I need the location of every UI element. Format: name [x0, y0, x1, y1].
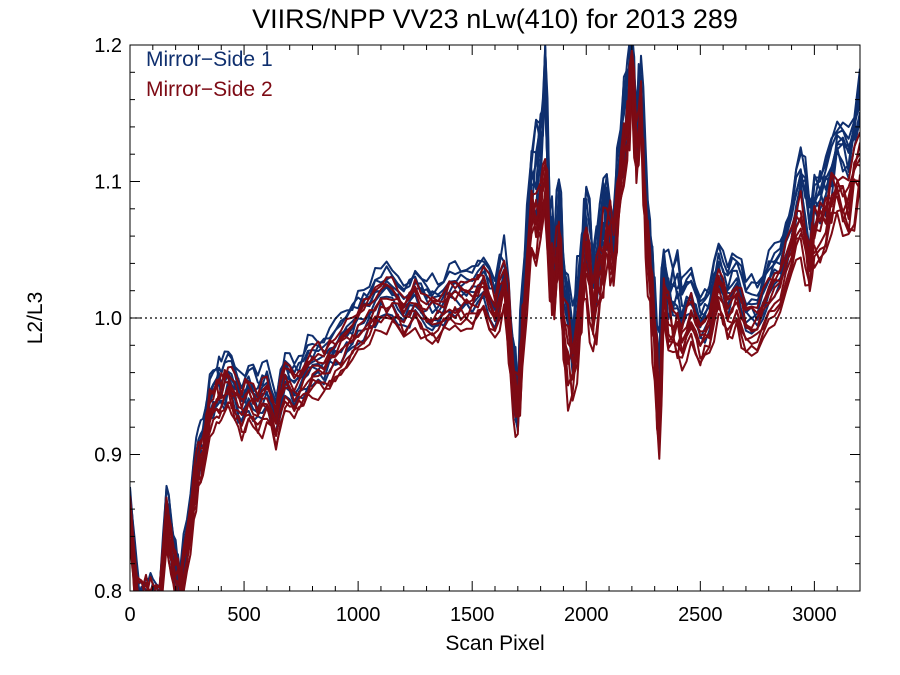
axis-tick-labels: 0 500 1000 1500 2000 2500 3000 0.8 0.9 1.0 1.1 1.2	[94, 35, 836, 626]
series-1	[130, 45, 860, 591]
x-tick-label: 2500	[678, 604, 723, 626]
axis-ticks	[129, 44, 860, 592]
chart-title: VIIRS/NPP VV23 nLw(410) for 2013 289	[252, 4, 738, 34]
series-2	[130, 49, 860, 591]
y-tick-label: 1.0	[94, 308, 122, 330]
y-tick-label: 0.9	[94, 445, 122, 467]
series-2-line	[130, 95, 860, 591]
x-tick-label: 3000	[792, 604, 837, 626]
series-1-line	[130, 45, 860, 589]
y-tick-label: 1.1	[94, 172, 122, 194]
x-tick-label: 1000	[336, 604, 381, 626]
series-2-line	[130, 75, 860, 591]
series-2-line	[130, 94, 860, 591]
legend: Mirror−Side 1 Mirror−Side 2	[146, 48, 273, 101]
series-2-line	[130, 90, 860, 591]
legend-entry-1: Mirror−Side 1	[146, 48, 273, 71]
series-2-line	[130, 77, 860, 591]
y-tick-label: 1.2	[94, 35, 122, 57]
x-tick-label: 500	[227, 604, 260, 626]
x-axis-label: Scan Pixel	[445, 632, 544, 655]
y-tick-label: 0.8	[94, 581, 122, 603]
legend-entry-2: Mirror−Side 2	[146, 78, 273, 101]
x-tick-label: 1500	[450, 604, 495, 626]
x-tick-label: 2000	[564, 604, 609, 626]
y-axis-label: L2/L3	[24, 292, 47, 345]
series-layer	[130, 45, 860, 591]
x-tick-label: 0	[124, 604, 135, 626]
